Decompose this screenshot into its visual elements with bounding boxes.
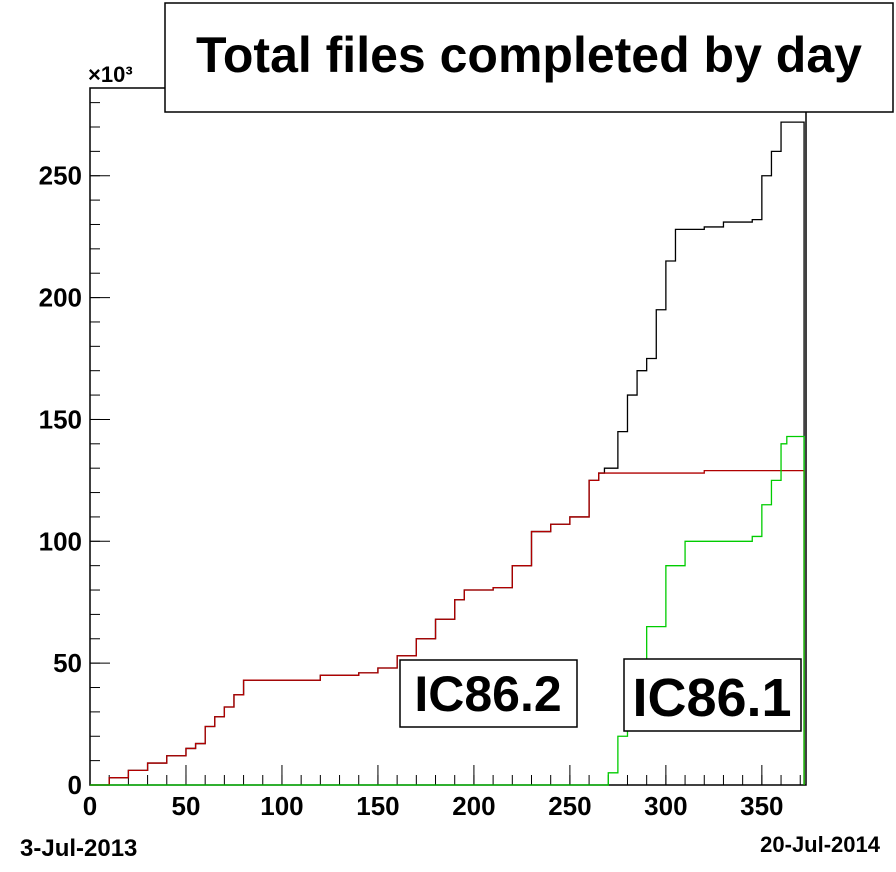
series-line — [90, 469, 805, 786]
legend-box — [399, 659, 578, 728]
y-tick-label: 150 — [39, 404, 82, 434]
x-tick-label: 100 — [260, 791, 303, 821]
legend-box — [623, 658, 802, 732]
legend-label: IC86.1 — [632, 668, 791, 728]
title-box — [164, 2, 894, 113]
y-tick-label: 0 — [68, 770, 82, 800]
chart-title: Total files completed by day — [196, 27, 862, 83]
x-start-label: 3-Jul-2013 — [20, 835, 137, 862]
y-tick-label: 250 — [39, 161, 82, 191]
x-tick-label: 250 — [548, 791, 591, 821]
plot-area: 0 50 100 150 200 250 300 350 0 50 100 150 200 250 — [39, 102, 805, 821]
x-tick-label: 350 — [740, 791, 783, 821]
y-multiplier: ×10³ — [88, 62, 133, 87]
y-tick-label: 100 — [39, 526, 82, 556]
series-line — [90, 435, 805, 786]
x-tick-label: 0 — [83, 791, 97, 821]
y-tick-label: 50 — [53, 648, 82, 678]
x-end-label: 20-Jul-2014 — [760, 832, 881, 857]
x-tick-label: 200 — [452, 791, 495, 821]
x-tick-label: 300 — [644, 791, 687, 821]
x-tick-label: 150 — [356, 791, 399, 821]
x-tick-label: 50 — [172, 791, 201, 821]
legend-label: IC86.2 — [414, 666, 561, 722]
y-tick-label: 200 — [39, 283, 82, 313]
